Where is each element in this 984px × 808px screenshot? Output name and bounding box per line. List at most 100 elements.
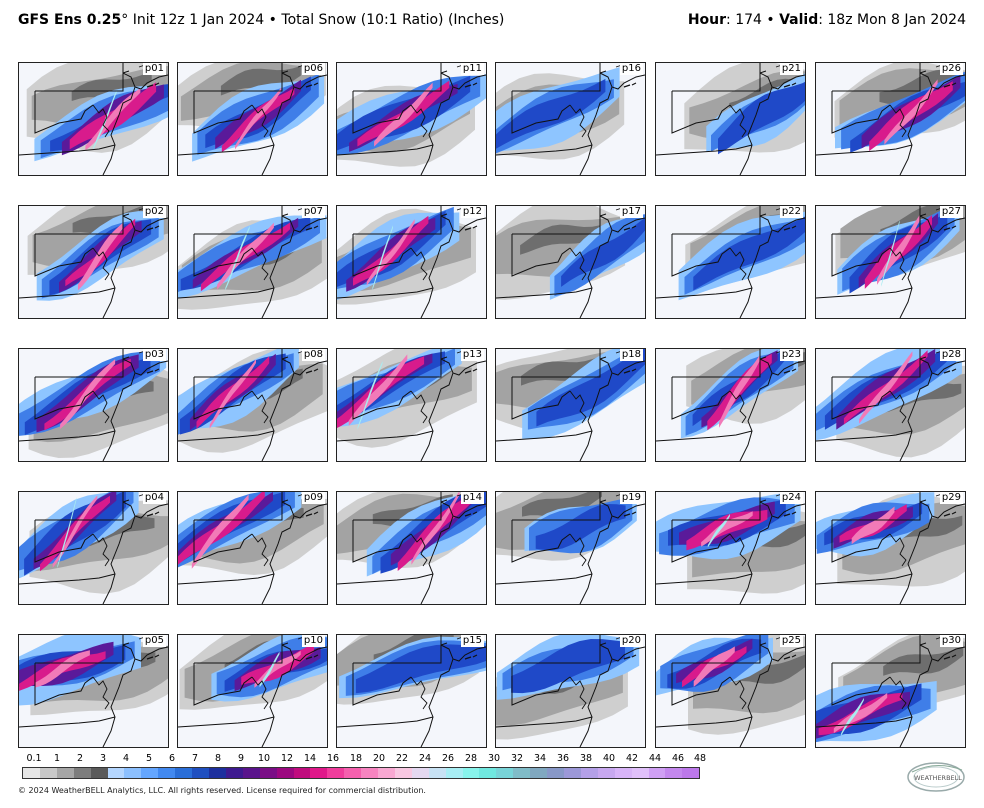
legend-tick-label: 3 (99, 753, 107, 764)
member-panel-p09: p09 (177, 491, 328, 605)
member-panel-p02: p02 (18, 205, 169, 319)
member-panel-p23: p23 (655, 348, 806, 462)
member-panel-p08: p08 (177, 348, 328, 462)
member-label: p09 (301, 492, 325, 504)
legend-swatch (276, 768, 294, 778)
member-label: p13 (460, 349, 484, 361)
snow-map (178, 492, 327, 604)
snow-map (337, 349, 486, 461)
member-panel-p14: p14 (336, 491, 487, 605)
member-label: p04 (142, 492, 166, 504)
member-label: p12 (460, 206, 484, 218)
snow-map (496, 63, 645, 175)
legend-swatch (90, 768, 108, 778)
member-panel-p28: p28 (815, 348, 966, 462)
member-label: p16 (619, 63, 643, 75)
legend-swatch (56, 768, 74, 778)
snow-map (816, 63, 965, 175)
legend-swatch (682, 768, 700, 778)
member-panel-p19: p19 (495, 491, 646, 605)
legend-swatch (242, 768, 260, 778)
legend-swatch (124, 768, 142, 778)
legend-tick-label: 9 (237, 753, 245, 764)
legend-swatch (175, 768, 193, 778)
member-label: p19 (619, 492, 643, 504)
legend-swatch (496, 768, 514, 778)
legend-tick-label: 48 (693, 753, 707, 764)
member-label: p17 (619, 206, 643, 218)
legend-swatch (597, 768, 615, 778)
legend-tick-label: 18 (349, 753, 363, 764)
legend-tick-label: 28 (464, 753, 478, 764)
member-label: p11 (460, 63, 484, 75)
member-panel-p01: p01 (18, 62, 169, 176)
legend-swatch (411, 768, 429, 778)
legend-tick-label: 20 (372, 753, 386, 764)
hour-value: : 174 (726, 12, 762, 28)
member-panel-p20: p20 (495, 634, 646, 748)
snow-map (178, 349, 327, 461)
legend-tick-label: 8 (214, 753, 222, 764)
member-label: p03 (142, 349, 166, 361)
legend-tick-label: 12 (280, 753, 294, 764)
legend-swatch (192, 768, 209, 778)
legend-tick-label: 36 (556, 753, 570, 764)
legend-tick-label: 30 (487, 753, 501, 764)
member-label: p14 (460, 492, 484, 504)
member-panel-p17: p17 (495, 205, 646, 319)
legend-swatch (428, 768, 446, 778)
member-panel-p12: p12 (336, 205, 487, 319)
member-label: p05 (142, 635, 166, 647)
snow-map (19, 635, 168, 747)
snow-map (337, 63, 486, 175)
member-panel-p26: p26 (815, 62, 966, 176)
legend-tick-label: 14 (303, 753, 317, 764)
member-label: p30 (939, 635, 963, 647)
member-label: p24 (779, 492, 803, 504)
snow-map (178, 206, 327, 318)
snow-map (337, 635, 486, 747)
legend-tick-label: 5 (145, 753, 153, 764)
member-label: p28 (939, 349, 963, 361)
legend-tick-label: 40 (602, 753, 616, 764)
snow-map (656, 635, 805, 747)
member-label: p02 (142, 206, 166, 218)
legend-swatch (614, 768, 632, 778)
member-label: p25 (779, 635, 803, 647)
snow-map (19, 349, 168, 461)
legend-swatch (141, 768, 159, 778)
member-label: p10 (301, 635, 325, 647)
legend-tick-label: 16 (326, 753, 340, 764)
snow-map (19, 492, 168, 604)
legend-swatch (631, 768, 649, 778)
snow-map (496, 206, 645, 318)
valid-separator: • (761, 12, 780, 28)
snow-map (816, 635, 965, 747)
member-label: p22 (779, 206, 803, 218)
hour-label: Hour (687, 12, 727, 28)
snow-map (178, 635, 327, 747)
legend-swatch (327, 768, 345, 778)
product-name: Total Snow (10:1 Ratio) (Inches) (281, 12, 505, 28)
snow-map (656, 206, 805, 318)
valid-label: Valid (779, 12, 819, 28)
init-time: Init 12z 1 Jan 2024 (128, 12, 265, 28)
member-label: p27 (939, 206, 963, 218)
degree-mark: ° (121, 12, 129, 28)
member-label: p08 (301, 349, 325, 361)
snow-map (656, 492, 805, 604)
legend-swatch (665, 768, 683, 778)
member-panel-p22: p22 (655, 205, 806, 319)
legend-swatch (158, 768, 176, 778)
title-separator: • (264, 12, 282, 28)
legend-swatch (530, 768, 548, 778)
snow-map (816, 206, 965, 318)
legend-swatch (580, 768, 598, 778)
snow-map (337, 492, 486, 604)
legend-tick-label: 1 (53, 753, 61, 764)
member-panel-p10: p10 (177, 634, 328, 748)
member-panel-p07: p07 (177, 205, 328, 319)
member-panel-p05: p05 (18, 634, 169, 748)
model-name: GFS Ens 0.25 (18, 12, 122, 28)
legend-tick-label: 6 (168, 753, 176, 764)
